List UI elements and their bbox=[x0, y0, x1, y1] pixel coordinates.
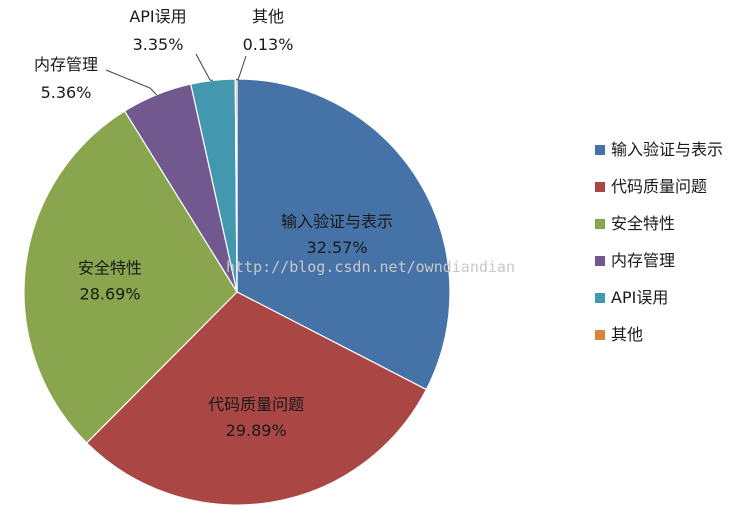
leader-lines bbox=[105, 53, 247, 96]
legend-label-5: 其他 bbox=[611, 325, 643, 344]
slice-value-2: 28.69% bbox=[80, 284, 141, 303]
leader-line-4 bbox=[195, 53, 213, 81]
slice-value-1: 29.89% bbox=[226, 421, 287, 440]
slice-label-3: 内存管理 bbox=[34, 55, 98, 74]
legend-swatch-1 bbox=[595, 182, 605, 192]
slice-label-4: API误用 bbox=[129, 7, 186, 26]
pie-slices bbox=[23, 78, 451, 506]
data-labels: 输入验证与表示 32.57% 代码质量问题 29.89% 安全特性 28.69% 内存管理 5… bbox=[34, 7, 393, 440]
slice-value-5: 0.13% bbox=[243, 35, 294, 54]
slice-label-5: 其他 bbox=[252, 7, 284, 26]
legend-label-0: 输入验证与表示 bbox=[611, 140, 723, 159]
slice-value-0: 32.57% bbox=[307, 238, 368, 257]
legend-swatch-0 bbox=[595, 145, 605, 155]
legend-swatch-3 bbox=[595, 256, 605, 266]
slice-value-4: 3.35% bbox=[133, 35, 184, 54]
leader-line-5 bbox=[235, 55, 247, 81]
legend-swatch-5 bbox=[595, 330, 605, 340]
slice-label-1: 代码质量问题 bbox=[208, 395, 304, 414]
legend-label-2: 安全特性 bbox=[611, 214, 675, 233]
legend-label-4: API误用 bbox=[611, 288, 668, 307]
leader-line-3 bbox=[105, 69, 157, 96]
pie-slice-1 bbox=[85, 291, 428, 506]
legend-swatch-4 bbox=[595, 293, 605, 303]
legend-label-3: 内存管理 bbox=[611, 251, 675, 270]
legend-label-1: 代码质量问题 bbox=[611, 177, 707, 196]
watermark: http://blog.csdn.net/owndiandian bbox=[226, 258, 515, 276]
slice-label-0: 输入验证与表示 bbox=[281, 212, 393, 231]
pie-slice-0 bbox=[236, 78, 451, 391]
legend-swatch-2 bbox=[595, 219, 605, 229]
slice-value-3: 5.36% bbox=[41, 83, 92, 102]
pie-slice-2 bbox=[23, 110, 238, 444]
slice-label-2: 安全特性 bbox=[78, 258, 142, 277]
